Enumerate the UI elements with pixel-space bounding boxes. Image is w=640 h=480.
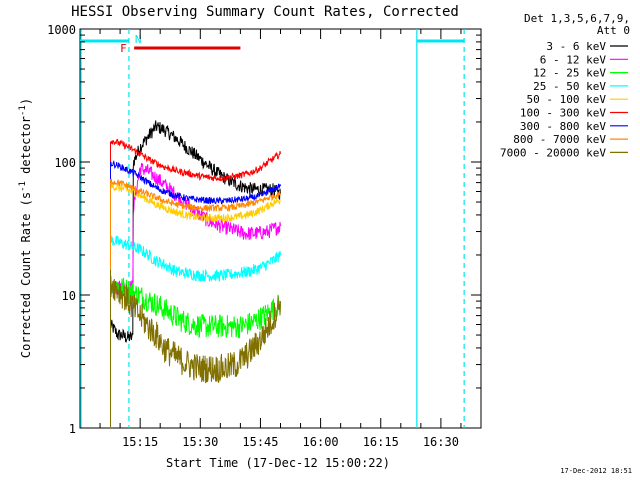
- series-line-2: [110, 276, 281, 427]
- legend-label: 6 - 12 keV: [540, 53, 607, 66]
- plot-area: [79, 28, 482, 429]
- x-tick-label: 15:15: [122, 435, 158, 449]
- series-line-0: [110, 120, 281, 427]
- y-tick-label: 10: [62, 289, 76, 303]
- axes: 1 10 100 1000 15:15 15:30 15:45 16:00 16:15 16:30: [47, 23, 482, 449]
- chart-title: HESSI Observing Summary Count Rates, Cor…: [71, 4, 459, 20]
- plot-frame: [79, 28, 482, 429]
- legend-label: 25 - 50 keV: [533, 80, 606, 93]
- series-line-1: [110, 163, 281, 427]
- series-line-6: [110, 160, 281, 427]
- series-line-5: [110, 138, 281, 427]
- legend-label: 12 - 25 keV: [533, 67, 606, 80]
- x-tick-label: 16:15: [363, 435, 399, 449]
- y-tick-label: 100: [54, 156, 76, 170]
- y-axis-label-sup1: -1: [18, 181, 28, 192]
- series-line-7: [110, 178, 281, 427]
- timestamp: 17-Dec-2012 18:51: [560, 467, 632, 475]
- x-tick-label: 16:30: [423, 435, 459, 449]
- series-line-4: [110, 182, 281, 427]
- flag-bars: NF: [80, 29, 465, 428]
- y-axis-label-end: ): [19, 98, 33, 105]
- series-lines: [110, 120, 281, 427]
- series-line-8: [110, 269, 281, 427]
- y-axis-label-main: Corrected Count Rate (s: [19, 192, 33, 358]
- flare-flag-label: F: [120, 42, 127, 55]
- x-tick-label: 16:00: [303, 435, 339, 449]
- legend-label: 100 - 300 keV: [520, 107, 606, 120]
- legend-label: 300 - 800 keV: [520, 120, 606, 133]
- series-line-3: [110, 235, 281, 427]
- y-tick-label: 1: [69, 422, 76, 436]
- x-tick-label: 15:45: [242, 435, 278, 449]
- saa-flag-label: N: [135, 33, 142, 46]
- y-axis-label: Corrected Count Rate (s-1 detector-1): [18, 98, 33, 358]
- legend-label: 50 - 100 keV: [527, 93, 607, 106]
- y-axis-label-mid: detector: [19, 116, 33, 181]
- y-tick-label: 1000: [47, 23, 76, 37]
- legend-label: 3 - 6 keV: [546, 40, 606, 53]
- legend-header-line2: Att 0: [597, 24, 630, 37]
- legend-label: 7000 - 20000 keV: [500, 146, 606, 159]
- legend-label: 800 - 7000 keV: [513, 133, 606, 146]
- y-axis-label-sup2: -1: [18, 105, 28, 116]
- legend-header-line1: Det 1,3,5,6,7,9,: [524, 12, 630, 25]
- x-axis-label: Start Time (17-Dec-12 15:00:22): [166, 456, 390, 470]
- x-tick-label: 15:30: [182, 435, 218, 449]
